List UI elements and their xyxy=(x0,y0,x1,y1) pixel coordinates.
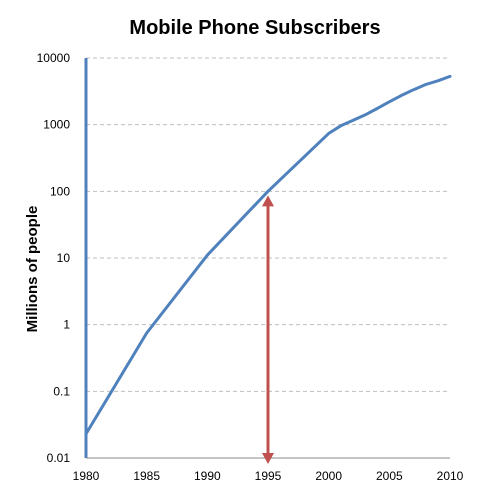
x-tick-label: 1980 xyxy=(73,469,100,483)
x-tick-label: 2010 xyxy=(437,469,464,483)
x-tick-label: 1995 xyxy=(255,469,282,483)
y-tick-label: 1000 xyxy=(43,118,70,132)
x-tick-label: 1990 xyxy=(194,469,221,483)
x-tick-label: 2000 xyxy=(315,469,342,483)
y-tick-label: 10000 xyxy=(37,51,71,65)
y-tick-label: 0.01 xyxy=(47,451,71,465)
y-tick-label: 100 xyxy=(50,184,70,198)
tick-labels: 0.01 0.1 1 10 100 1000 10000 1980 1985 1990 1995 20… xyxy=(37,51,464,483)
annotation-arrowhead-up xyxy=(262,195,274,207)
y-tick-label: 10 xyxy=(57,251,71,265)
series-line-0 xyxy=(84,74,452,436)
series-layer xyxy=(84,74,452,436)
annotation-layer xyxy=(262,195,274,464)
y-tick-label: 1 xyxy=(63,318,70,332)
y-tick-label: 0.1 xyxy=(53,384,70,398)
annotation-arrowhead-down xyxy=(262,453,274,464)
x-tick-label: 1985 xyxy=(133,469,160,483)
y-axis-title: Millions of people xyxy=(24,206,41,333)
x-tick-label: 2005 xyxy=(376,469,403,483)
chart-title: Mobile Phone Subscribers xyxy=(129,17,380,39)
